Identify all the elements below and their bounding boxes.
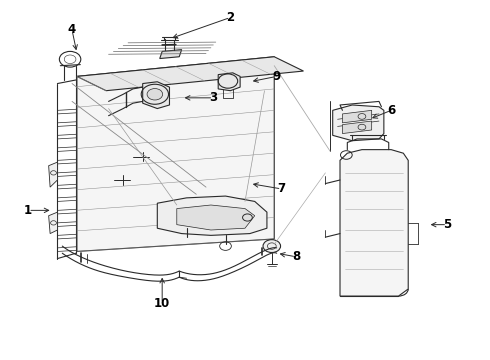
Polygon shape	[49, 212, 57, 234]
Text: 8: 8	[292, 250, 300, 263]
Polygon shape	[77, 57, 303, 91]
Polygon shape	[77, 57, 274, 251]
Polygon shape	[177, 205, 255, 230]
Circle shape	[147, 89, 163, 100]
Text: 3: 3	[209, 91, 218, 104]
Text: 10: 10	[154, 297, 171, 310]
Polygon shape	[343, 111, 372, 123]
Text: 5: 5	[443, 218, 451, 231]
Circle shape	[263, 240, 281, 252]
Polygon shape	[49, 162, 57, 187]
Text: 4: 4	[68, 23, 76, 36]
Polygon shape	[340, 150, 408, 296]
Polygon shape	[157, 196, 267, 235]
Polygon shape	[333, 105, 384, 141]
Text: 9: 9	[272, 70, 281, 83]
Text: 6: 6	[387, 104, 395, 117]
Polygon shape	[343, 121, 372, 134]
Text: 7: 7	[277, 183, 286, 195]
Polygon shape	[143, 82, 170, 109]
Polygon shape	[160, 50, 182, 59]
Polygon shape	[218, 73, 240, 91]
Text: 1: 1	[24, 204, 32, 217]
Text: 2: 2	[226, 11, 234, 24]
